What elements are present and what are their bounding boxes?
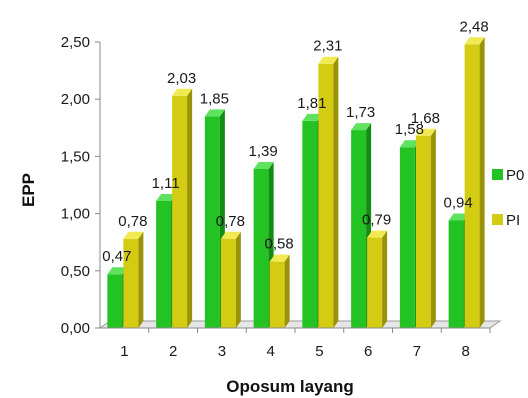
x-tick-label: 3 — [218, 343, 226, 360]
data-label: 1,68 — [411, 110, 440, 127]
bar-top-face — [448, 213, 469, 221]
y-tick-labels: 0,00 0,50 1,00 1,50 2,00 2,50 — [61, 34, 90, 337]
bar-front-face — [448, 220, 464, 328]
bar-top-face — [220, 231, 241, 239]
bar-top-face — [172, 88, 193, 96]
bar-pi-1 — [123, 231, 144, 328]
bar-top-face — [253, 161, 274, 169]
data-label: 0,47 — [102, 248, 131, 265]
data-label: 2,48 — [460, 18, 489, 35]
data-label: 1,58 — [395, 121, 424, 138]
bar-top-face — [318, 56, 339, 64]
bar-top-face — [351, 123, 372, 131]
data-label: 1,85 — [200, 90, 229, 107]
y-tick-label: 2,00 — [61, 91, 90, 108]
axes-group — [95, 41, 491, 333]
bars-group — [107, 37, 485, 329]
bar-side-face — [235, 231, 241, 328]
y-axis-title: EPP — [19, 173, 38, 207]
x-tick-label: 5 — [315, 343, 323, 360]
x-tick-label: 1 — [120, 343, 128, 360]
bar-pi-5 — [318, 56, 339, 329]
x-tick-label: 8 — [461, 343, 469, 360]
x-tick-label: 2 — [169, 343, 177, 360]
bar-pi-7 — [415, 128, 436, 328]
bar-p0-3 — [204, 109, 225, 328]
bar-top-face — [367, 230, 388, 238]
bar-top-face — [302, 113, 323, 121]
bar-top-face — [269, 254, 290, 262]
y-tick-label: 0,50 — [61, 263, 90, 280]
data-labels: 0,47 0,78 1,11 2,031,85 0,78 1,39 0,58 1,81 2,31… — [102, 18, 488, 265]
legend-swatch-p0 — [492, 169, 503, 180]
data-label: 2,31 — [313, 38, 342, 55]
bar-top-face — [399, 140, 420, 148]
bar-top-face — [123, 231, 144, 239]
data-label: 0,94 — [444, 194, 473, 211]
x-tick-label: 6 — [364, 343, 372, 360]
bar-pi-4 — [269, 254, 290, 328]
bar-side-face — [479, 37, 485, 329]
bar-top-face — [156, 194, 177, 202]
bar-top-face — [204, 109, 225, 117]
data-label: 1,81 — [297, 95, 326, 112]
data-label: 1,39 — [249, 143, 278, 160]
bar-front-face — [318, 63, 334, 329]
bar-side-face — [430, 128, 436, 328]
bar-top-face — [415, 128, 436, 136]
bar-front-face — [107, 274, 123, 328]
data-label: 0,58 — [265, 236, 294, 253]
x-axis-title: Oposum layang — [226, 377, 354, 396]
bar-side-face — [284, 254, 290, 328]
legend-label-pi: PI — [506, 212, 520, 229]
bar-front-face — [415, 135, 431, 328]
y-tick-label: 0,00 — [61, 320, 90, 337]
bar-pi-6 — [367, 230, 388, 328]
bar-pi-8 — [464, 37, 485, 329]
data-label: 1,11 — [152, 175, 180, 192]
legend-swatch-pi — [492, 214, 503, 225]
y-tick-label: 1,50 — [61, 148, 90, 165]
data-label: 0,78 — [216, 213, 245, 230]
bar-side-face — [187, 88, 193, 328]
x-tick-label: 4 — [266, 343, 274, 360]
data-label: 0,78 — [118, 213, 147, 230]
bar-front-face — [269, 261, 285, 328]
x-tick-label: 7 — [413, 343, 421, 360]
bar-top-face — [107, 267, 128, 275]
bar-front-face — [399, 147, 415, 328]
bar-front-face — [220, 238, 236, 328]
y-tick-label: 1,00 — [61, 206, 90, 223]
bar-front-face — [253, 168, 269, 328]
bar-top-face — [464, 37, 485, 45]
legend: P0 PI — [492, 167, 524, 229]
data-label: 0,79 — [362, 212, 391, 229]
data-label: 1,73 — [346, 104, 375, 121]
legend-label-p0: P0 — [506, 167, 524, 184]
bar-front-face — [204, 116, 220, 328]
bar-front-face — [156, 201, 172, 328]
x-tick-labels: 1 2 3 4 5 6 7 8 — [120, 343, 470, 360]
y-tick-label: 2,50 — [61, 34, 90, 51]
bar-pi-3 — [220, 231, 241, 328]
bar-front-face — [464, 44, 480, 329]
data-label: 2,03 — [167, 70, 196, 87]
bar-front-face — [367, 237, 383, 328]
bar-side-face — [138, 231, 144, 328]
bar-front-face — [123, 238, 139, 328]
bar-front-face — [172, 95, 188, 328]
bar-front-face — [351, 130, 367, 328]
bar-pi-2 — [172, 88, 193, 328]
bar-side-face — [382, 230, 388, 328]
bar-side-face — [333, 56, 339, 329]
bar-front-face — [302, 120, 318, 328]
